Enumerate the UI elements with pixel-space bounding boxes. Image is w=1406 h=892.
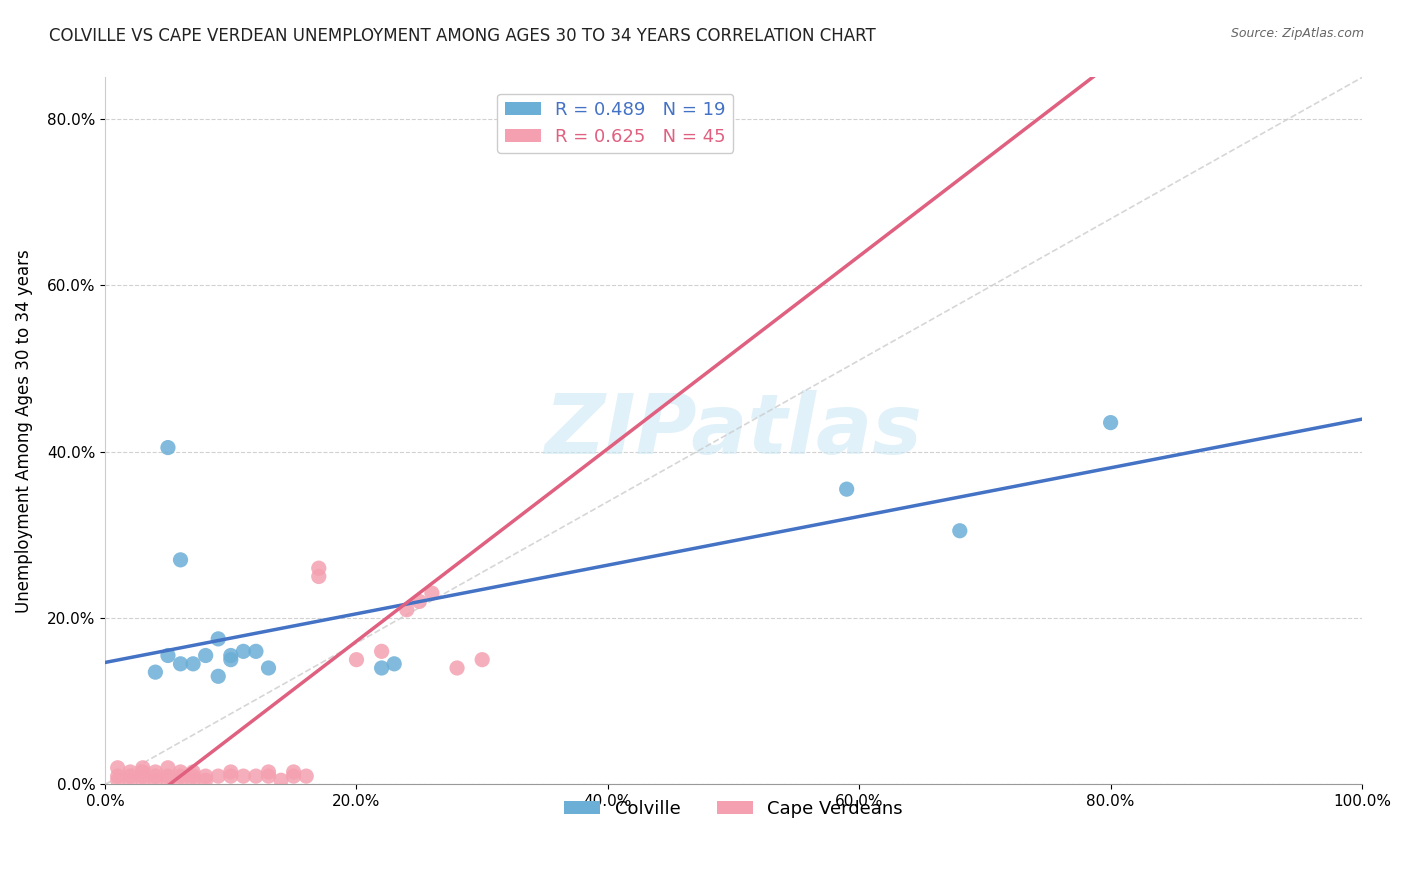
Point <box>132 773 155 788</box>
Point <box>295 769 318 783</box>
Point <box>156 441 179 455</box>
Point <box>194 769 217 783</box>
Text: COLVILLE VS CAPE VERDEAN UNEMPLOYMENT AMONG AGES 30 TO 34 YEARS CORRELATION CHAR: COLVILLE VS CAPE VERDEAN UNEMPLOYMENT AM… <box>49 27 876 45</box>
Point <box>207 632 229 646</box>
Point <box>181 764 204 779</box>
Point <box>257 661 280 675</box>
Point <box>245 769 267 783</box>
Point <box>181 773 204 788</box>
Point <box>169 657 191 671</box>
Point <box>382 657 405 671</box>
Point <box>132 761 155 775</box>
Point <box>194 648 217 663</box>
Point <box>107 773 129 788</box>
Point <box>132 764 155 779</box>
Point <box>408 594 430 608</box>
Point <box>446 661 468 675</box>
Point <box>156 773 179 788</box>
Point <box>145 665 167 680</box>
Point <box>283 769 305 783</box>
Point <box>107 761 129 775</box>
Point <box>346 653 368 667</box>
Point <box>949 524 972 538</box>
Point <box>232 769 254 783</box>
Point <box>169 553 191 567</box>
Point <box>283 764 305 779</box>
Point <box>270 773 292 788</box>
Point <box>145 773 167 788</box>
Point <box>194 773 217 788</box>
Point <box>219 648 242 663</box>
Point <box>156 648 179 663</box>
Text: ZIPatlas: ZIPatlas <box>544 391 922 472</box>
Text: Source: ZipAtlas.com: Source: ZipAtlas.com <box>1230 27 1364 40</box>
Point <box>207 669 229 683</box>
Point <box>219 764 242 779</box>
Point <box>420 586 443 600</box>
Point <box>370 661 392 675</box>
Point <box>120 769 142 783</box>
Point <box>471 653 494 667</box>
Point <box>232 644 254 658</box>
Point <box>107 769 129 783</box>
Point <box>145 769 167 783</box>
Point <box>156 761 179 775</box>
Legend: Colville, Cape Verdeans: Colville, Cape Verdeans <box>557 792 910 825</box>
Point <box>245 644 267 658</box>
Point <box>169 773 191 788</box>
Point <box>835 482 858 496</box>
Point <box>257 764 280 779</box>
Point <box>395 603 418 617</box>
Point <box>219 769 242 783</box>
Point <box>145 764 167 779</box>
Point <box>257 769 280 783</box>
Point <box>132 769 155 783</box>
Point <box>169 764 191 779</box>
Point <box>120 773 142 788</box>
Point <box>308 569 330 583</box>
Point <box>181 769 204 783</box>
Point <box>156 769 179 783</box>
Point <box>181 657 204 671</box>
Point <box>207 769 229 783</box>
Point <box>219 653 242 667</box>
Point <box>1099 416 1122 430</box>
Point <box>534 112 557 126</box>
Point <box>370 644 392 658</box>
Point <box>169 769 191 783</box>
Y-axis label: Unemployment Among Ages 30 to 34 years: Unemployment Among Ages 30 to 34 years <box>15 249 32 613</box>
Point <box>308 561 330 575</box>
Point <box>120 764 142 779</box>
